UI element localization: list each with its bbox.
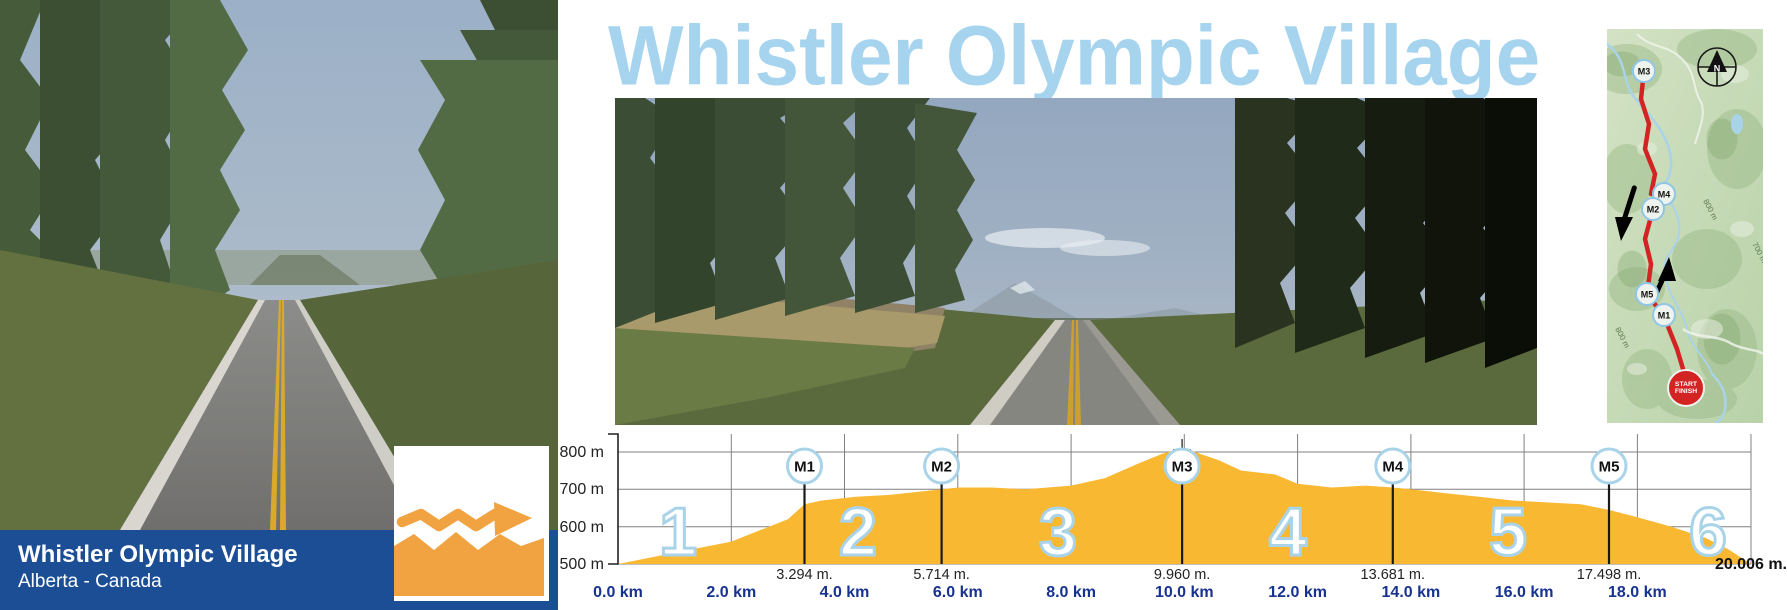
svg-text:8.0 km: 8.0 km	[1046, 584, 1096, 601]
svg-text:2: 2	[839, 494, 877, 570]
svg-text:800 m: 800 m	[560, 444, 604, 461]
svg-text:18.0 km: 18.0 km	[1608, 584, 1667, 601]
svg-text:M5: M5	[1641, 290, 1654, 300]
svg-text:17.498 m.: 17.498 m.	[1577, 567, 1642, 583]
svg-text:M1: M1	[1658, 311, 1671, 321]
svg-text:M2: M2	[1647, 205, 1660, 215]
svg-text:14.0 km: 14.0 km	[1382, 584, 1441, 601]
svg-text:2.0 km: 2.0 km	[706, 584, 756, 601]
svg-text:M5: M5	[1599, 459, 1620, 476]
svg-text:M2: M2	[931, 459, 952, 476]
svg-text:M3: M3	[1638, 67, 1651, 77]
svg-text:4.0 km: 4.0 km	[820, 584, 870, 601]
svg-text:700 m: 700 m	[560, 481, 604, 498]
svg-text:0.0 km: 0.0 km	[593, 584, 643, 601]
svg-text:13.681 m.: 13.681 m.	[1361, 567, 1426, 583]
svg-text:12.0 km: 12.0 km	[1268, 584, 1327, 601]
svg-text:3.294 m.: 3.294 m.	[776, 567, 832, 583]
svg-text:500 m: 500 m	[560, 556, 604, 573]
svg-text:M1: M1	[794, 459, 815, 476]
svg-text:N: N	[1714, 64, 1721, 74]
svg-text:M4: M4	[1382, 459, 1403, 476]
svg-text:6.0 km: 6.0 km	[933, 584, 983, 601]
svg-text:16.0 km: 16.0 km	[1495, 584, 1554, 601]
svg-text:M3: M3	[1172, 459, 1193, 476]
svg-text:4: 4	[1269, 494, 1307, 570]
svg-text:FINISH: FINISH	[1675, 388, 1697, 395]
svg-text:3: 3	[1039, 494, 1077, 570]
svg-text:9.960 m.: 9.960 m.	[1154, 567, 1210, 583]
svg-text:600 m: 600 m	[560, 519, 604, 536]
svg-text:M4: M4	[1658, 190, 1671, 200]
svg-text:START: START	[1675, 381, 1698, 388]
svg-text:5.714 m.: 5.714 m.	[913, 567, 969, 583]
svg-text:1: 1	[659, 494, 697, 570]
svg-text:20.006 m.: 20.006 m.	[1715, 556, 1787, 573]
svg-text:10.0 km: 10.0 km	[1155, 584, 1214, 601]
svg-text:5: 5	[1489, 494, 1527, 570]
